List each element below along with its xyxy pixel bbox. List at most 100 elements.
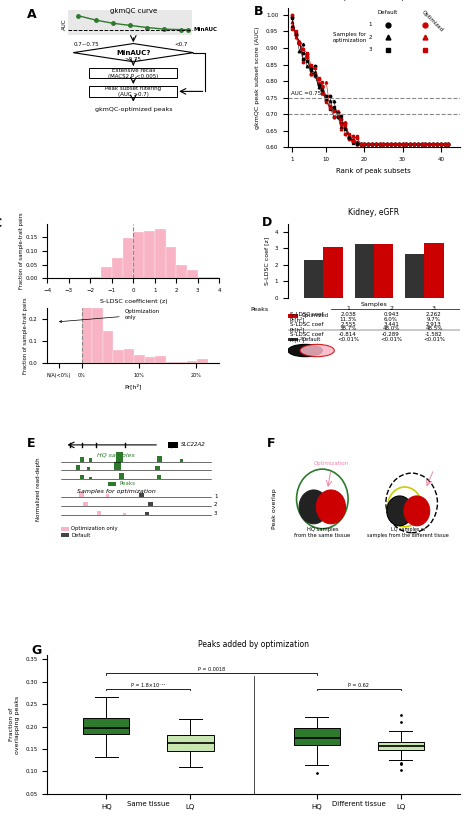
Title: Kidney
(MinAUC >0.75): Kidney (MinAUC >0.75) [343,0,404,2]
Text: C: C [0,218,1,230]
FancyBboxPatch shape [155,466,160,471]
Text: <0.01%: <0.01% [380,337,402,342]
Bar [133,232,144,279]
FancyBboxPatch shape [80,457,84,461]
Circle shape [299,490,328,523]
Text: D: D [262,217,273,229]
Text: Default: Default [72,533,91,538]
Text: Optimized: Optimized [301,313,329,318]
FancyBboxPatch shape [168,442,178,448]
Text: Different tissue: Different tissue [332,801,386,806]
Text: 11.3%: 11.3% [339,317,357,322]
Text: 2: 2 [214,503,218,508]
FancyBboxPatch shape [76,465,81,471]
Text: 0.7~0.75: 0.7~0.75 [74,41,100,46]
Text: gkmQC curve: gkmQC curve [109,8,157,14]
Bar [82,286,92,363]
Y-axis label: Fraction of sample-trait pairs: Fraction of sample-trait pairs [23,297,27,374]
FancyBboxPatch shape [148,502,153,506]
Text: Optimization
only: Optimization only [60,309,160,323]
Text: S-LDSC coef: S-LDSC coef [290,322,323,327]
Text: Extensive recall
(MACS2 P <0.005): Extensive recall (MACS2 P <0.005) [108,68,158,79]
Text: -1.582: -1.582 [425,332,443,337]
FancyBboxPatch shape [156,456,162,461]
Bar [165,247,176,279]
X-axis label: Rank of peak subsets: Rank of peak subsets [337,168,411,174]
Text: Pr[h²]: Pr[h²] [290,337,305,342]
Bar [155,228,165,279]
FancyBboxPatch shape [146,512,149,515]
Text: gkmQC-optimized peaks: gkmQC-optimized peaks [94,107,172,112]
Bar [424,242,444,298]
Text: Peak overlap: Peak overlap [272,489,277,529]
Bar [134,355,145,363]
Text: -0.814: -0.814 [339,332,357,337]
Text: 6.0%: 6.0% [384,317,398,322]
Text: Optimization: Optimization [313,461,348,466]
Text: Peak subset filtering
(AUC >0.7): Peak subset filtering (AUC >0.7) [105,86,161,97]
Text: 48.5%: 48.5% [425,327,443,332]
FancyBboxPatch shape [68,11,191,35]
Circle shape [404,496,430,526]
Bar [355,243,374,298]
FancyBboxPatch shape [82,502,88,506]
Text: AUC =0.75: AUC =0.75 [291,91,321,96]
Text: -0.289: -0.289 [382,332,400,337]
Text: Default: Default [377,10,398,15]
Text: Samples: Samples [361,303,387,308]
Bar [198,277,209,279]
PathPatch shape [293,728,340,745]
Bar [187,270,198,279]
Text: Same tissue: Same tissue [127,801,170,806]
FancyBboxPatch shape [108,481,116,486]
Text: 2.555: 2.555 [340,322,356,327]
Text: 3: 3 [432,306,436,311]
Text: 38.7%: 38.7% [339,327,357,332]
Text: 9.7%: 9.7% [427,317,441,322]
Bar [209,277,219,279]
X-axis label: S-LDSC coefficient (z): S-LDSC coefficient (z) [100,299,167,304]
Text: MinAUC?: MinAUC? [116,50,151,55]
FancyBboxPatch shape [180,459,182,461]
Bar [145,357,155,363]
Text: MinAUC: MinAUC [193,27,218,32]
Text: 1: 1 [346,306,350,311]
Y-axis label: Fraction of
overlapping peaks: Fraction of overlapping peaks [9,696,20,753]
Text: 3.441: 3.441 [383,322,399,327]
Text: 2: 2 [369,35,372,40]
Bar [112,258,123,279]
Text: Peaks: Peaks [250,308,268,313]
Bar [155,356,166,363]
Text: S-LDSC coef: S-LDSC coef [290,312,323,317]
Text: 3: 3 [214,511,218,516]
Text: 1: 1 [369,22,372,27]
Text: 1: 1 [214,494,218,499]
Polygon shape [73,44,193,62]
FancyBboxPatch shape [288,314,298,318]
FancyBboxPatch shape [89,476,91,480]
Text: 2.262: 2.262 [426,312,442,317]
Title: Kidney, eGFR: Kidney, eGFR [348,208,400,218]
FancyBboxPatch shape [89,458,91,461]
FancyBboxPatch shape [288,337,298,342]
Text: HQ samples: HQ samples [97,452,135,457]
FancyBboxPatch shape [118,473,124,480]
FancyBboxPatch shape [106,495,109,497]
Y-axis label: S-LDSC coef [z]: S-LDSC coef [z] [264,237,269,285]
FancyBboxPatch shape [157,476,161,480]
Bar [176,265,187,279]
Bar [91,276,101,279]
Bar [144,231,155,279]
Text: Default: Default [301,337,321,342]
Bar [124,349,134,363]
Text: 3: 3 [369,47,372,52]
FancyBboxPatch shape [116,452,123,461]
Text: P = 0.0018: P = 0.0018 [198,667,225,672]
FancyBboxPatch shape [79,491,84,497]
Text: LQ samples or
samples from the different tissue: LQ samples or samples from the different… [367,527,449,538]
Text: 2: 2 [389,306,393,311]
FancyBboxPatch shape [123,513,126,515]
FancyBboxPatch shape [97,510,101,515]
Text: A: A [27,8,36,22]
Text: P = 0.62: P = 0.62 [348,682,369,687]
